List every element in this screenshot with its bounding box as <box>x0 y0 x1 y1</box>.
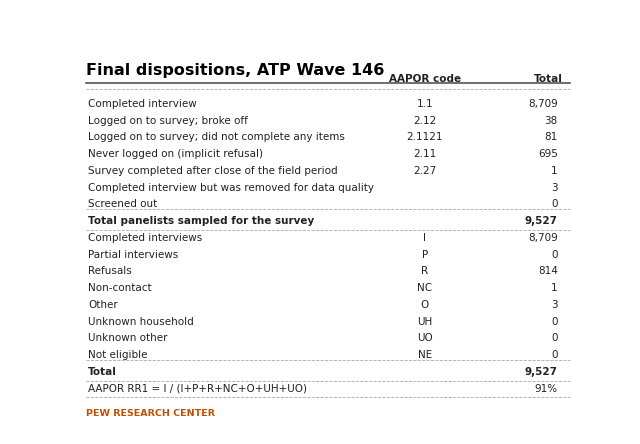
Text: UO: UO <box>417 333 433 343</box>
Text: 0: 0 <box>551 350 557 360</box>
Text: 814: 814 <box>538 266 557 277</box>
Text: PEW RESEARCH CENTER: PEW RESEARCH CENTER <box>86 409 215 418</box>
Text: 0: 0 <box>551 250 557 260</box>
Text: NC: NC <box>417 283 432 293</box>
Text: 1: 1 <box>551 283 557 293</box>
Text: R: R <box>421 266 428 277</box>
Text: Completed interview: Completed interview <box>88 99 196 109</box>
Text: 3: 3 <box>551 182 557 193</box>
Text: Final dispositions, ATP Wave 146: Final dispositions, ATP Wave 146 <box>86 63 385 78</box>
Text: Logged on to survey; did not complete any items: Logged on to survey; did not complete an… <box>88 132 345 143</box>
Text: Total: Total <box>88 367 117 377</box>
Text: Total panelists sampled for the survey: Total panelists sampled for the survey <box>88 216 314 226</box>
Text: P: P <box>422 250 428 260</box>
Text: 2.11: 2.11 <box>413 149 436 159</box>
Text: AAPOR code: AAPOR code <box>388 75 461 84</box>
Text: 2.12: 2.12 <box>413 115 436 126</box>
Text: 1.1: 1.1 <box>417 99 433 109</box>
Text: 38: 38 <box>545 115 557 126</box>
Text: AAPOR RR1 = I / (I+P+R+NC+O+UH+UO): AAPOR RR1 = I / (I+P+R+NC+O+UH+UO) <box>88 384 307 394</box>
Text: 0: 0 <box>551 199 557 210</box>
Text: 9,527: 9,527 <box>525 367 557 377</box>
Text: O: O <box>420 300 429 310</box>
Text: Total: Total <box>534 75 563 84</box>
Text: 8,709: 8,709 <box>528 99 557 109</box>
Text: Screened out: Screened out <box>88 199 157 210</box>
Text: Survey completed after close of the field period: Survey completed after close of the fiel… <box>88 166 337 176</box>
Text: 9,527: 9,527 <box>525 216 557 226</box>
Text: 0: 0 <box>551 317 557 327</box>
Text: 81: 81 <box>545 132 557 143</box>
Text: Never logged on (implicit refusal): Never logged on (implicit refusal) <box>88 149 263 159</box>
Text: NE: NE <box>417 350 432 360</box>
Text: Logged on to survey; broke off: Logged on to survey; broke off <box>88 115 248 126</box>
Text: Unknown other: Unknown other <box>88 333 168 343</box>
Text: Non-contact: Non-contact <box>88 283 152 293</box>
Text: Partial interviews: Partial interviews <box>88 250 178 260</box>
Text: 1: 1 <box>551 166 557 176</box>
Text: 2.27: 2.27 <box>413 166 436 176</box>
Text: 3: 3 <box>551 300 557 310</box>
Text: 0: 0 <box>551 333 557 343</box>
Text: Not eligible: Not eligible <box>88 350 147 360</box>
Text: 8,709: 8,709 <box>528 233 557 243</box>
Text: 695: 695 <box>538 149 557 159</box>
Text: Completed interview but was removed for data quality: Completed interview but was removed for … <box>88 182 374 193</box>
Text: 2.1121: 2.1121 <box>406 132 443 143</box>
Text: Unknown household: Unknown household <box>88 317 194 327</box>
Text: I: I <box>423 233 426 243</box>
Text: 91%: 91% <box>534 384 557 394</box>
Text: Completed interviews: Completed interviews <box>88 233 202 243</box>
Text: Refusals: Refusals <box>88 266 132 277</box>
Text: UH: UH <box>417 317 433 327</box>
Text: Other: Other <box>88 300 118 310</box>
